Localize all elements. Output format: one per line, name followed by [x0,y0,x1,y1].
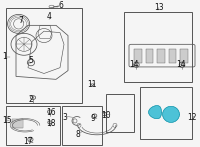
Text: 14: 14 [176,60,186,69]
Bar [62,106,102,145]
Bar [157,49,165,63]
Bar [140,87,192,139]
Bar [169,49,176,63]
Text: 3: 3 [63,113,67,122]
Text: 6: 6 [59,1,63,10]
Text: 18: 18 [46,119,56,128]
Text: 14: 14 [129,60,139,69]
Text: 10: 10 [101,111,111,120]
Bar [12,119,23,128]
Bar [146,49,153,63]
Text: 9: 9 [91,114,95,123]
Bar [134,49,142,63]
Text: 2: 2 [29,95,33,103]
Polygon shape [149,106,161,119]
Bar [106,94,134,132]
Text: 12: 12 [187,113,196,122]
Bar [180,49,188,63]
Bar [124,12,192,82]
Text: 17: 17 [23,137,33,146]
Text: 1: 1 [2,52,7,61]
Polygon shape [163,106,179,122]
Bar [6,8,82,103]
Text: 15: 15 [2,116,12,125]
Bar [6,106,60,145]
Text: 7: 7 [19,16,23,25]
Text: 4: 4 [47,12,51,21]
Text: 11: 11 [87,80,97,89]
Text: 13: 13 [154,3,164,12]
Text: 16: 16 [46,108,56,117]
Text: 5: 5 [29,56,33,65]
Text: 8: 8 [76,130,80,139]
